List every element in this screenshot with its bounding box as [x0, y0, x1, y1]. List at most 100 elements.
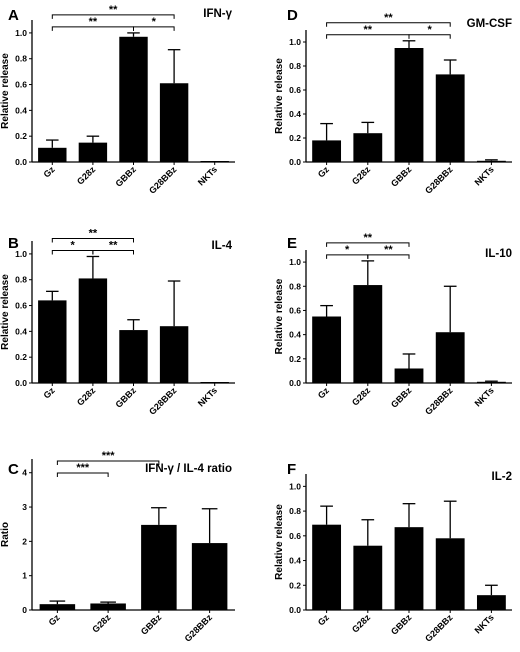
y-tick-label: 0.2	[15, 352, 27, 362]
bar-g28z	[78, 278, 108, 383]
x-category-label: Gz	[42, 385, 58, 401]
bar-g28z	[90, 603, 126, 610]
significance-bracket: **	[326, 24, 410, 39]
y-tick-label: 0.2	[289, 354, 301, 364]
panel-d: D GM-CSF 0.0 0.2 0.4 0.6 0.8 1.0 Relative releas…	[274, 7, 512, 196]
significance-bracket: **	[51, 4, 175, 19]
y-axis-label: Relative release	[0, 274, 11, 350]
panel-title: IL-10	[485, 248, 512, 260]
y-tick-label: 1.0	[15, 28, 27, 38]
significance-label: **	[364, 24, 373, 36]
panel-title: IFN-γ	[203, 8, 232, 20]
bar-nkts	[476, 160, 506, 162]
significance-label: **	[89, 16, 98, 28]
x-category-label: Gz	[42, 164, 58, 180]
significance-bracket: *	[326, 244, 369, 259]
bar-g28bbz	[435, 538, 465, 610]
y-tick-label: 0.6	[289, 531, 301, 541]
y-tick-label: 4	[22, 468, 27, 478]
bracket-line	[326, 242, 410, 247]
bracket-line	[408, 34, 451, 39]
x-category-label: NKTs	[196, 164, 219, 187]
panel-title: IL-4	[212, 240, 233, 252]
y-tick-label: 0.8	[289, 61, 301, 71]
significance-label: **	[89, 227, 98, 239]
bar-nkts	[200, 382, 229, 383]
bar-g28bbz	[191, 543, 228, 610]
x-category-label: G28z	[75, 164, 98, 187]
y-tick-label: 0.6	[15, 301, 27, 311]
panel-letter: F	[287, 461, 296, 478]
significance-label: *	[152, 16, 157, 28]
significance-label: **	[109, 239, 118, 251]
bar-gbbz	[141, 524, 177, 610]
panel-title: IL-2	[492, 471, 512, 483]
panel-f: F IL-2 0.0 0.2 0.4 0.6 0.8 1.0 Relative release G…	[274, 461, 512, 644]
y-axis-label: Relative release	[274, 58, 285, 134]
panel-a: A IFN-γ 0.0 0.2 0.4 0.6 0.8 1.0 Relative release…	[0, 4, 235, 196]
panel-b: B IL-4 0.0 0.2 0.4 0.6 0.8 1.0 Relative release G…	[0, 227, 235, 417]
x-category-label: GBBz	[389, 612, 414, 637]
y-tick-label: 0.6	[289, 85, 301, 95]
y-tick-label: 1.0	[289, 37, 301, 47]
y-tick-label: 0.0	[289, 605, 301, 615]
x-category-label: NKTs	[196, 385, 219, 408]
x-category-label: G28BBz	[423, 612, 455, 644]
y-tick-label: 0.8	[289, 281, 301, 291]
significance-bracket: *	[133, 16, 175, 31]
bar-gz	[39, 604, 76, 610]
y-axis-label: Ratio	[0, 522, 11, 547]
y-axis-label: Relative release	[0, 53, 11, 129]
x-category-label: G28BBz	[423, 385, 455, 417]
significance-bracket: **	[51, 227, 134, 243]
panel-letter: C	[8, 461, 19, 478]
y-tick-label: 0.4	[289, 330, 301, 340]
x-category-label: G28z	[350, 612, 373, 635]
bar-gz	[38, 300, 67, 383]
significance-label: **	[384, 12, 393, 24]
y-tick-label: 0.8	[289, 506, 301, 516]
significance-label: ***	[102, 450, 116, 462]
x-category-label: G28BBz	[183, 612, 215, 644]
x-category-label: G28z	[350, 385, 373, 408]
significance-bracket: **	[326, 232, 410, 247]
y-tick-label: 0.4	[289, 556, 301, 566]
bar-g28z	[353, 545, 383, 610]
significance-bracket: ***	[56, 462, 109, 477]
bar-g28bbz	[435, 332, 465, 383]
bar-gbbz	[394, 368, 424, 383]
bar-gz	[312, 524, 342, 610]
x-category-label: G28z	[90, 612, 113, 635]
y-tick-label: 0.2	[15, 131, 27, 141]
y-tick-label: 1.0	[15, 249, 27, 259]
x-category-label: G28z	[75, 385, 98, 408]
bar-g28bbz	[159, 83, 189, 162]
significance-label: *	[70, 239, 75, 251]
x-category-label: G28z	[350, 164, 373, 187]
y-axis-label: Relative release	[274, 504, 285, 580]
panel-title: GM-CSF	[467, 18, 512, 30]
y-tick-label: 0.4	[15, 105, 27, 115]
bar-gz	[38, 147, 67, 162]
y-tick-label: 0.0	[15, 157, 27, 167]
bar-g28z	[353, 285, 383, 383]
panel-letter: E	[287, 235, 297, 252]
bar-gbbz	[119, 36, 148, 163]
significance-bracket: *	[408, 24, 451, 39]
bar-gbbz	[394, 527, 424, 610]
x-category-label: Gz	[47, 612, 63, 628]
x-category-label: NKTs	[473, 612, 496, 635]
significance-bracket: *	[51, 239, 94, 255]
y-tick-label: 1.0	[289, 481, 301, 491]
y-tick-label: 3	[22, 502, 27, 512]
y-tick-label: 0.0	[15, 378, 27, 388]
significance-label: *	[427, 24, 432, 36]
bar-gbbz	[394, 48, 424, 162]
bar-gbbz	[119, 330, 148, 383]
bracket-line	[51, 237, 134, 243]
x-category-label: NKTs	[473, 164, 496, 187]
significance-bracket: **	[326, 12, 451, 27]
significance-label: **	[364, 232, 373, 244]
x-category-label: GBBz	[389, 385, 414, 410]
